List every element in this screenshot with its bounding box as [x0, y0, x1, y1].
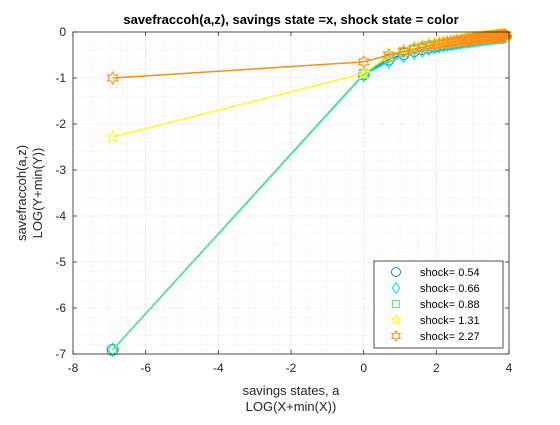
x-tick-label: 4 [506, 361, 513, 375]
y-axis-label-line-1: savefraccoh(a,z) [14, 145, 29, 241]
legend-label: shock= 2.27 [420, 331, 480, 343]
x-axis-label-line-2: LOG(X+min(X)) [246, 399, 337, 414]
marker-series-5-point [397, 44, 410, 59]
marker-legend-3 [391, 299, 401, 309]
legend-entry: shock= 0.54 [391, 267, 480, 279]
marker-series-5-point [433, 36, 446, 52]
marker-series-5-point [415, 40, 429, 55]
y-tick-label: -7 [55, 347, 66, 361]
legend-label: shock= 0.54 [420, 267, 480, 279]
marker-series-1-point [106, 343, 119, 356]
y-tick-label: -1 [55, 71, 66, 85]
x-tick-label: -4 [213, 361, 224, 375]
y-tick-label: -6 [55, 301, 66, 315]
x-tick-label: 0 [360, 361, 367, 375]
chart-title: savefraccoh(a,z), savings state =x, shoc… [123, 12, 458, 27]
marker-series-4-point [105, 128, 121, 144]
x-tick-label: -2 [286, 361, 297, 375]
legend-entry: shock= 0.88 [391, 299, 480, 311]
legend-items: shock= 0.54 shock= 0.66 shock= 0.88 shock= … [389, 267, 480, 343]
marker-series-5-point [422, 38, 435, 53]
marker-series-5-point [382, 47, 395, 63]
marker-legend-5 [390, 329, 402, 343]
x-tick-label: -6 [140, 361, 151, 375]
legend-label: shock= 0.66 [420, 283, 480, 295]
x-tick-label: -8 [68, 361, 79, 375]
y-tick-label: -2 [55, 117, 66, 131]
legend-entry: shock= 1.31 [389, 313, 480, 327]
tick-labels: -8 -6 -4 -2 0 2 4 -7 -6 -5 -4 -3 -2 -1 0 [55, 25, 512, 375]
legend-label: shock= 1.31 [420, 315, 480, 327]
marker-legend-1 [391, 267, 401, 277]
y-tick-label: -4 [55, 209, 66, 223]
marker-series-5-point [357, 54, 370, 70]
legend-box [373, 260, 504, 349]
ticks [72, 31, 510, 355]
y-tick-label: -3 [55, 163, 66, 177]
y-tick-label: 0 [59, 25, 66, 39]
legend-entry: shock= 0.66 [391, 281, 480, 295]
x-axis-label-line-1: savings states, a [243, 383, 341, 398]
y-axis-label-line-2: LOG(Y+min(Y)) [30, 148, 45, 239]
marker-series-5-point [106, 70, 119, 86]
legend-label: shock= 0.88 [420, 299, 480, 311]
marker-legend-2 [391, 281, 401, 295]
x-tick-label: 2 [433, 361, 440, 375]
y-tick-label: -5 [55, 255, 66, 269]
marker-series-5-point [407, 41, 421, 57]
legend: shock= 0.54 shock= 0.66 shock= 0.88 shock= … [373, 260, 504, 349]
legend-entry: shock= 2.27 [390, 329, 480, 343]
marker-series-4-point [356, 65, 372, 80]
series-5 [106, 28, 512, 86]
series-layer [105, 27, 514, 358]
marker-legend-4 [389, 313, 403, 326]
